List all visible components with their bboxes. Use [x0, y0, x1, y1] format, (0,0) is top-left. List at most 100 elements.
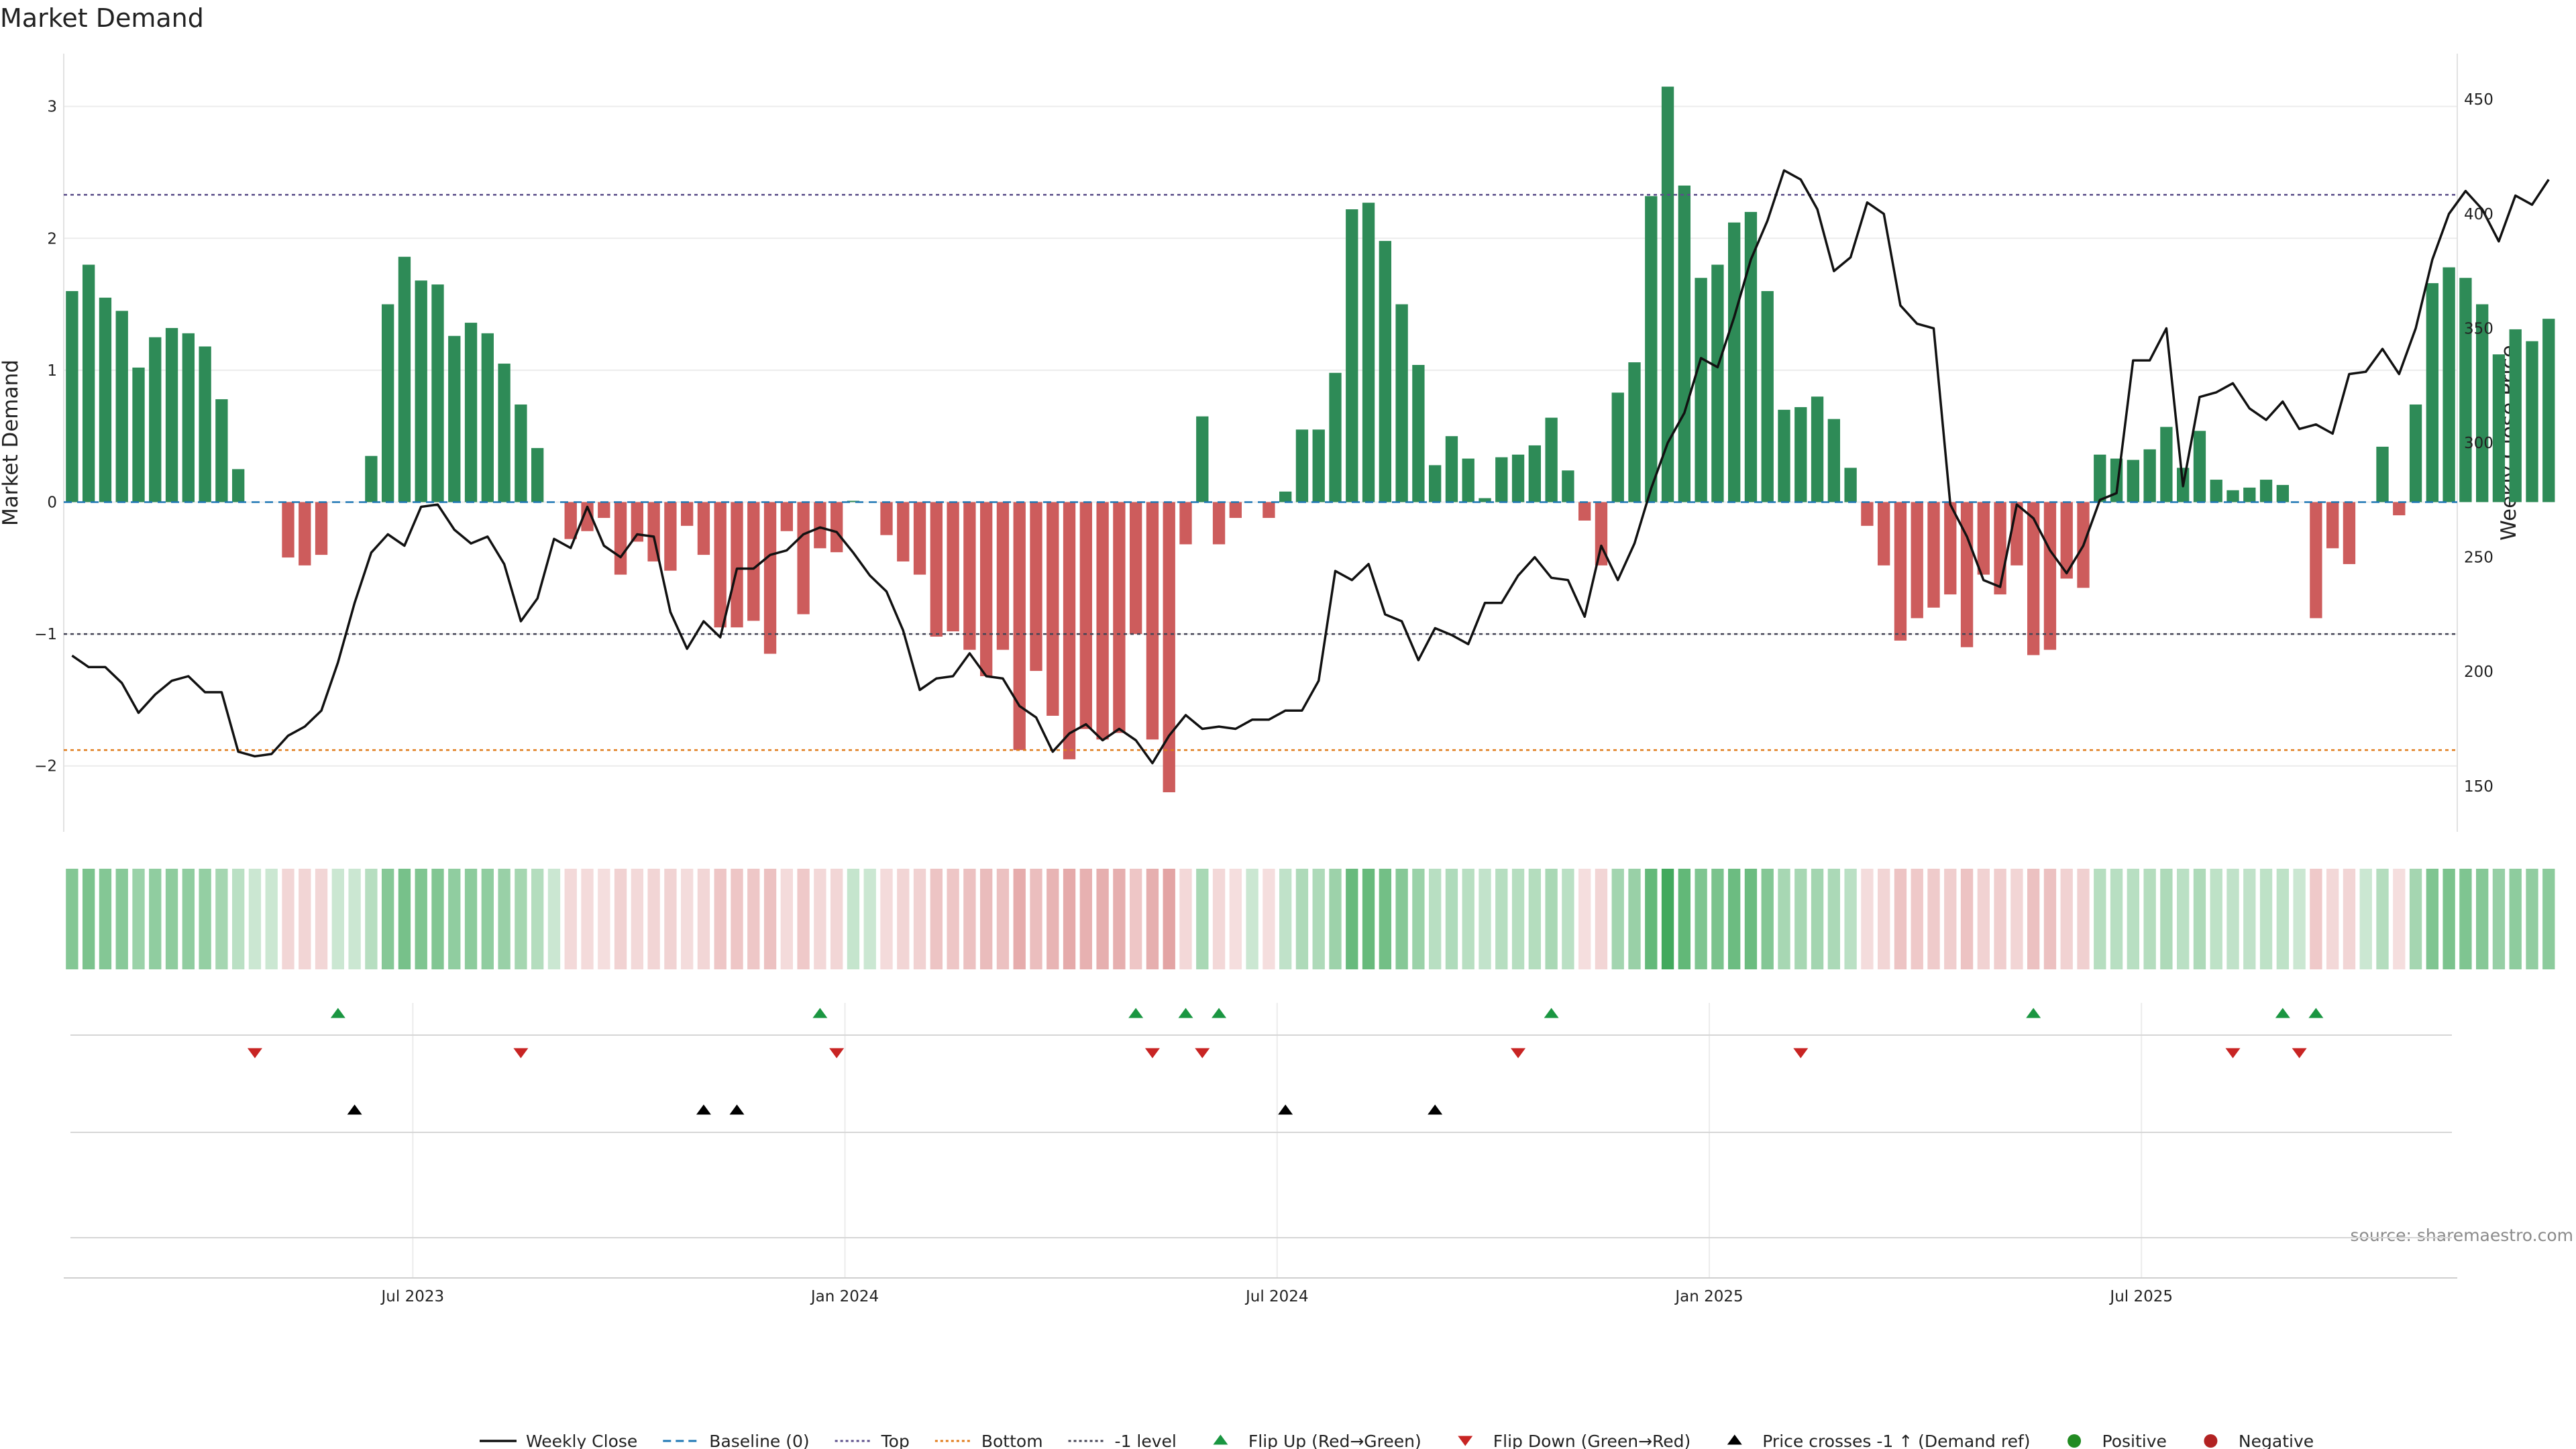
strip-cell: [481, 869, 494, 969]
demand-bar-positive: [1462, 458, 1474, 502]
demand-bar-negative: [2326, 502, 2339, 549]
demand-bar-negative: [1013, 502, 1026, 751]
demand-bar-positive: [1678, 185, 1691, 502]
strip-cell: [2127, 869, 2140, 969]
demand-bar-negative: [1877, 502, 1890, 566]
strip-cell: [1528, 869, 1542, 969]
demand-bar-negative: [1911, 502, 1923, 619]
y-right-tick-label: 350: [2464, 320, 2493, 337]
strip-cell: [1960, 869, 1974, 969]
strip-cell: [2443, 869, 2455, 969]
demand-bar-negative: [797, 502, 810, 614]
strip-cell: [1329, 869, 1342, 969]
strip-cell: [1877, 869, 1890, 969]
strip-cell: [1578, 869, 1591, 969]
strip-cell: [913, 869, 926, 969]
demand-bar-negative: [1079, 502, 1093, 729]
flip-up-marker: [1128, 1008, 1144, 1018]
demand-bar-negative: [763, 502, 777, 654]
demand-bar-negative: [697, 502, 710, 555]
demand-bar-positive: [1295, 429, 1309, 502]
demand-bar-positive: [2542, 319, 2555, 502]
y-left-tick-label: 3: [47, 99, 57, 116]
y-right-tick-label: 400: [2464, 206, 2493, 223]
strip-cell: [66, 869, 78, 969]
demand-bar-positive: [2226, 490, 2239, 502]
demand-bar-positive: [1628, 362, 1641, 502]
strip-cell: [331, 869, 345, 969]
demand-bar-negative: [1163, 502, 1175, 793]
price-cross-marker: [696, 1104, 711, 1115]
strip-cell: [2376, 869, 2389, 969]
y-right-tick-label: 450: [2464, 91, 2493, 109]
strip-cell: [1994, 869, 2006, 969]
demand-bar-positive: [2509, 329, 2522, 502]
strip-cell: [2475, 869, 2489, 969]
strip-cell: [1063, 869, 1076, 969]
strip-cell: [814, 869, 826, 969]
strip-cell: [1711, 869, 1724, 969]
legend-swatch: [2068, 1434, 2082, 1448]
strip-cell: [780, 869, 794, 969]
strip-cell: [2210, 869, 2222, 969]
y-left-tick-label: 0: [47, 494, 57, 511]
flip-up-marker: [2026, 1008, 2041, 1018]
demand-bar-positive: [1711, 264, 1724, 502]
flip-up-marker: [2275, 1008, 2290, 1018]
demand-bar-negative: [1977, 502, 1990, 575]
strip-cell: [398, 869, 411, 969]
legend-label: Weekly Close: [526, 1432, 637, 1449]
strip-cell: [1661, 869, 1674, 969]
legend-label: Price crosses -1 ↑ (Demand ref): [1762, 1432, 2030, 1449]
demand-bar-positive: [515, 404, 527, 502]
strip-cell: [1379, 869, 1392, 969]
strip-cell: [2393, 869, 2406, 969]
demand-bar-positive: [1661, 87, 1674, 502]
strip-cell: [2243, 869, 2256, 969]
strip-cell: [1611, 869, 1624, 969]
strip-cell: [930, 869, 943, 969]
demand-bar-positive: [2409, 404, 2422, 502]
demand-bar-negative: [1113, 502, 1126, 733]
strip-cell: [448, 869, 461, 969]
strip-cell: [1030, 869, 1042, 969]
demand-bar-positive: [1645, 196, 1658, 502]
demand-bar-positive: [2143, 449, 2156, 502]
demand-bar-positive: [1312, 429, 1325, 502]
legend-label: Flip Up (Red→Green): [1248, 1432, 1421, 1449]
demand-bar-positive: [2443, 267, 2455, 502]
demand-bar-positive: [398, 256, 411, 502]
strip-cell: [1744, 869, 1758, 969]
strip-cell: [99, 869, 112, 969]
strip-cell: [1462, 869, 1474, 969]
strip-cell: [1761, 869, 1774, 969]
strip-cell: [2326, 869, 2339, 969]
strip-cell: [2459, 869, 2472, 969]
demand-bar-positive: [1827, 419, 1841, 502]
flip-down-marker: [513, 1048, 529, 1059]
strip-cell: [2492, 869, 2506, 969]
strip-cell: [2426, 869, 2439, 969]
price-cross-marker: [1428, 1104, 1443, 1115]
strip-cell: [1412, 869, 1425, 969]
strip-cell: [182, 869, 195, 969]
flip-down-marker: [829, 1048, 845, 1059]
legend-swatch: [1458, 1436, 1473, 1446]
strip-cell: [1113, 869, 1126, 969]
demand-bar-positive: [215, 399, 228, 502]
demand-bar-negative: [2060, 502, 2073, 579]
weekly-close-line: [71, 169, 2550, 765]
strip-cell: [2176, 869, 2190, 969]
demand-bar-negative: [1994, 502, 2006, 595]
y-left-tick-label: −2: [34, 758, 57, 775]
strip-cell: [714, 869, 727, 969]
strip-cell: [348, 869, 361, 969]
demand-bar-negative: [2043, 502, 2057, 650]
strip-cell: [897, 869, 910, 969]
demand-bar-positive: [1511, 454, 1525, 502]
demand-bar-positive: [132, 367, 145, 502]
x-tick-label: Jul 2025: [2108, 1288, 2173, 1305]
demand-bar-positive: [2426, 283, 2439, 502]
axis-ticks: 3 2 1 0 −1 −2 450 400 350 300 250 200 150 Jul 2023 Jan…: [34, 91, 2493, 1305]
legend-label: Baseline (0): [709, 1432, 809, 1449]
